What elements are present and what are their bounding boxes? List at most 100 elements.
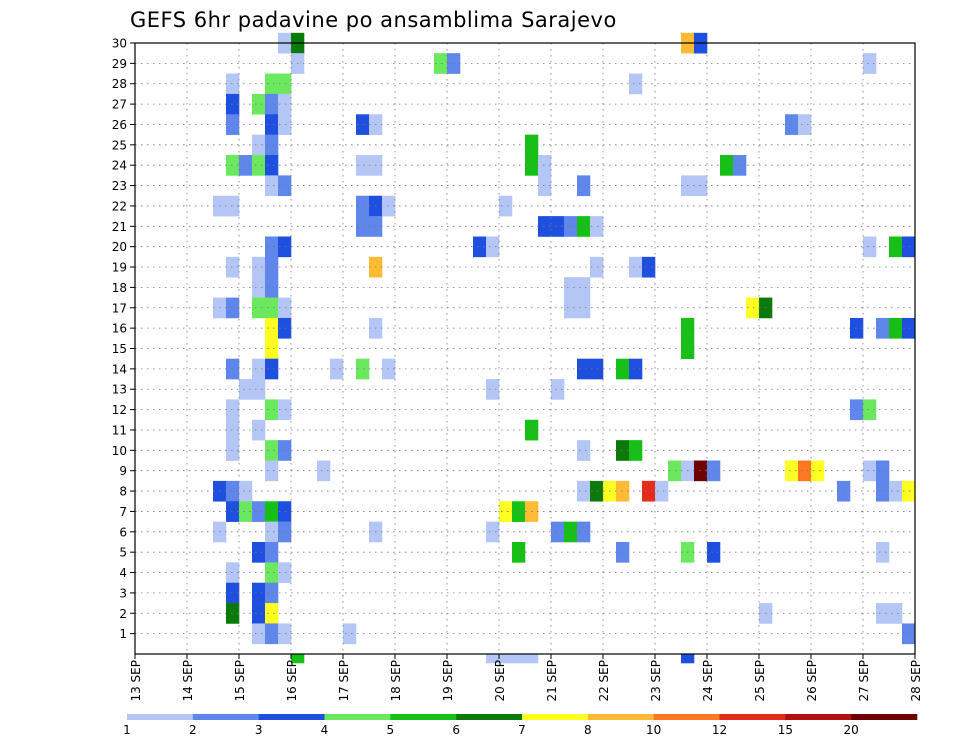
- heatmap-cell: [226, 73, 240, 95]
- heatmap-cell: [538, 216, 552, 237]
- heatmap-cell: [239, 155, 253, 176]
- heatmap-cell: [265, 460, 279, 482]
- chart-title: GEFS 6hr padavine po ansamblima Sarajevo: [130, 8, 617, 32]
- heatmap-cell: [655, 480, 669, 502]
- y-tick-label: 26: [112, 118, 127, 132]
- heatmap-cell: [525, 654, 539, 664]
- heatmap-cell: [577, 358, 591, 380]
- heatmap-cell: [252, 501, 266, 522]
- colorbar-label: 1: [123, 723, 131, 737]
- heatmap-cell: [499, 654, 513, 664]
- heatmap-cell: [265, 134, 279, 156]
- y-tick-label: 5: [119, 546, 127, 560]
- heatmap-cell: [538, 175, 552, 197]
- y-tick-label: 19: [112, 261, 127, 275]
- heatmap-cell: [265, 562, 279, 584]
- heatmap-cell: [499, 501, 513, 522]
- heatmap-cell: [577, 440, 591, 461]
- colorbar-swatch: [653, 714, 720, 720]
- heatmap-cell: [889, 317, 903, 339]
- heatmap-cell: [252, 93, 266, 115]
- heatmap-cell: [265, 603, 279, 624]
- heatmap-cell: [590, 358, 604, 380]
- heatmap-cell: [564, 216, 578, 237]
- heatmap-cell: [876, 460, 890, 482]
- heatmap-cell: [226, 501, 240, 522]
- heatmap-cell: [252, 623, 266, 645]
- heatmap-cell: [278, 317, 292, 339]
- heatmap-cell: [239, 379, 253, 400]
- heatmap-cell: [564, 521, 578, 543]
- heatmap-cell: [226, 297, 240, 319]
- colorbar-label: 10: [646, 723, 661, 737]
- heatmap-cell: [356, 155, 370, 176]
- x-axis: 13 SEP 14 SEP 15 SEP 16 SEP 17 SEP 18 SEP 19 S…: [129, 654, 923, 702]
- heatmap-cell: [317, 460, 331, 482]
- heatmap-cell: [265, 114, 279, 135]
- heatmap-cell: [863, 53, 877, 74]
- y-tick-label: 13: [112, 383, 127, 397]
- y-tick-label: 22: [112, 199, 127, 213]
- heatmap-cell: [252, 419, 266, 441]
- y-tick-label: 3: [119, 586, 127, 600]
- heatmap-cell: [850, 317, 864, 339]
- heatmap-cell: [278, 501, 292, 522]
- heatmap-cell: [499, 195, 513, 217]
- y-tick-label: 20: [112, 240, 127, 254]
- heatmap-cell: [577, 297, 591, 319]
- heatmap-cell: [252, 297, 266, 319]
- heatmap-cell: [434, 53, 448, 74]
- y-tick-label: 4: [119, 566, 127, 580]
- heatmap-cell: [876, 603, 890, 624]
- heatmap-cell: [876, 317, 890, 339]
- heatmap-cell: [642, 256, 656, 278]
- heatmap-cell: [278, 297, 292, 319]
- heatmap-cell: [564, 277, 578, 298]
- heatmap-cell: [707, 541, 721, 563]
- heatmap-cell: [785, 114, 799, 135]
- heatmap-cell: [278, 623, 292, 645]
- y-tick-label: 25: [112, 138, 127, 152]
- y-tick-label: 12: [112, 403, 127, 417]
- heatmap-cell: [486, 379, 500, 400]
- colorbar-swatch: [127, 714, 194, 720]
- x-tick-label: 25 SEP: [753, 660, 767, 702]
- heatmap-cell: [265, 358, 279, 380]
- heatmap-cell: [278, 93, 292, 115]
- colorbar-label: 12: [712, 723, 727, 737]
- colorbar-label: 20: [844, 723, 859, 737]
- heatmap-cell: [876, 480, 890, 502]
- heatmap-cell: [356, 358, 370, 380]
- colorbar: 1 2 3 4 5 6 7 8 10 12 15 20: [123, 714, 918, 737]
- heatmap-cell: [226, 399, 240, 421]
- heatmap-cell: [278, 562, 292, 584]
- heatmap-cell: [720, 155, 734, 176]
- heatmap-cell: [564, 297, 578, 319]
- heatmap-cell: [538, 155, 552, 176]
- x-tick-label: 16 SEP: [285, 660, 299, 702]
- heatmap-cell: [265, 521, 279, 543]
- y-tick-label: 10: [112, 444, 127, 458]
- heatmap-cell: [252, 541, 266, 563]
- heatmap-cell: [577, 521, 591, 543]
- y-tick-label: 29: [112, 57, 127, 71]
- heatmap-cell: [863, 236, 877, 258]
- heatmap-cell: [265, 256, 279, 278]
- heatmap-cell: [629, 358, 643, 380]
- heatmap-cell: [798, 114, 812, 135]
- heatmap-cell: [226, 419, 240, 441]
- heatmap-cell: [252, 155, 266, 176]
- heatmap-cell: [616, 541, 630, 563]
- heatmap-cell: [902, 480, 916, 502]
- heatmap-cell: [707, 460, 721, 482]
- colorbar-label: 2: [189, 723, 197, 737]
- y-tick-label: 18: [112, 281, 127, 295]
- x-tick-label: 26 SEP: [805, 660, 819, 702]
- colorbar-label: 7: [518, 723, 526, 737]
- heatmap-cell: [226, 582, 240, 604]
- heatmap-cell: [265, 399, 279, 421]
- heatmap-cell: [265, 440, 279, 461]
- heatmap-cell: [265, 317, 279, 339]
- x-tick-label: 27 SEP: [857, 660, 871, 702]
- heatmap-cell: [265, 236, 279, 258]
